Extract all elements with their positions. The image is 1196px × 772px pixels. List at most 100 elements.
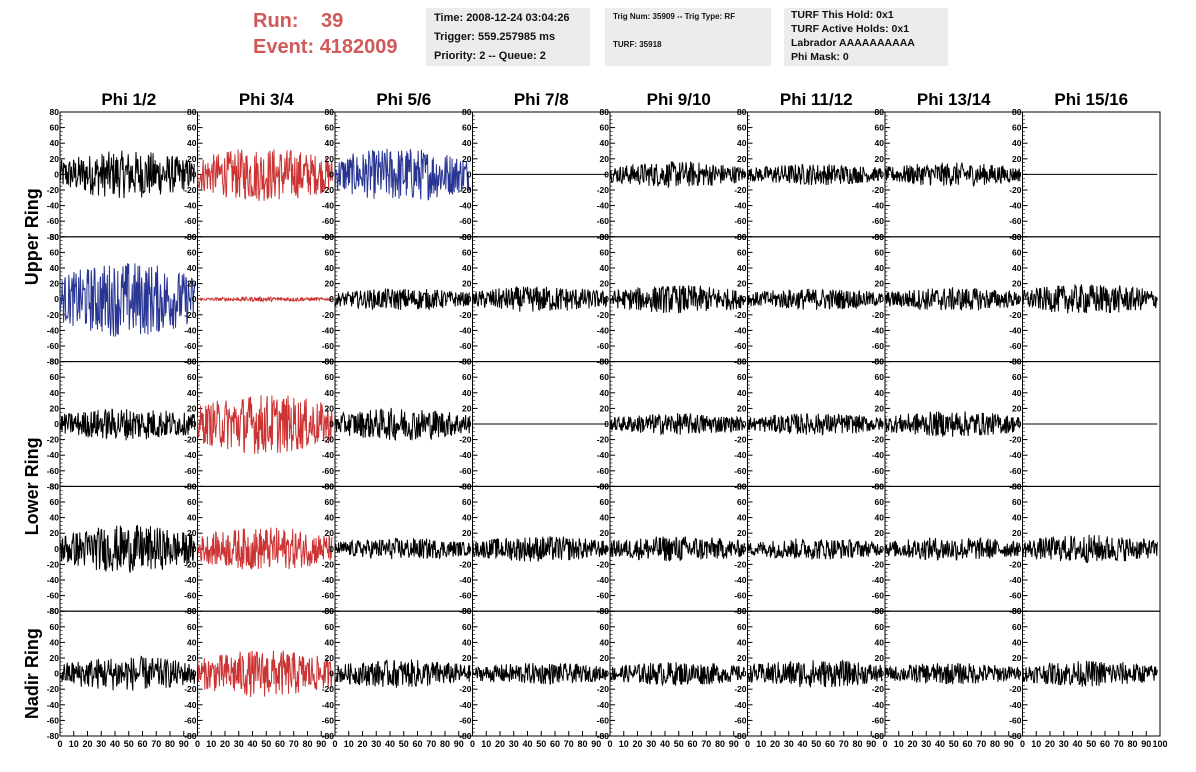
x-tick-label: 40: [110, 739, 120, 749]
y-tick-label: 0: [879, 169, 884, 179]
y-tick-label: -20: [47, 185, 60, 195]
y-tick-label: -60: [322, 591, 335, 601]
run-event-header: Run: 39 Event: 4182009: [253, 8, 398, 60]
y-tick-label: -60: [597, 466, 610, 476]
y-tick-label: 40: [737, 138, 747, 148]
y-tick-label: 20: [875, 528, 885, 538]
waveform-trace: [884, 287, 1021, 311]
x-tick-label: 90: [729, 739, 739, 749]
waveform-trace: [334, 659, 471, 688]
y-tick-label: 40: [600, 388, 610, 398]
y-tick-label: 20: [325, 528, 335, 538]
x-tick-label: 50: [674, 739, 684, 749]
y-tick-label: -20: [184, 310, 197, 320]
y-tick-label: 80: [325, 232, 335, 242]
y-tick-label: -40: [459, 325, 472, 335]
y-tick-label: 40: [462, 388, 472, 398]
y-tick-label: -20: [597, 435, 610, 445]
y-tick-label: -40: [322, 700, 335, 710]
y-tick-label: 40: [875, 388, 885, 398]
turf-active-text: TURF Active Holds: 0x1: [791, 23, 910, 35]
x-tick-label: 80: [852, 739, 862, 749]
y-tick-label: 20: [325, 279, 335, 289]
y-tick-label: 20: [187, 279, 197, 289]
turf-hold-text: TURF This Hold: 0x1: [791, 9, 894, 21]
x-tick-label: 0: [332, 739, 337, 749]
y-tick-label: -60: [597, 715, 610, 725]
y-tick-label: 40: [875, 513, 885, 523]
y-tick-label: 80: [462, 107, 472, 117]
y-tick-label: 20: [737, 653, 747, 663]
y-tick-label: -60: [872, 466, 885, 476]
x-tick-label: 90: [454, 739, 464, 749]
y-tick-label: 60: [875, 123, 885, 133]
y-tick-label: 60: [462, 247, 472, 257]
y-tick-label: 80: [187, 107, 197, 117]
y-tick-label: 0: [329, 544, 334, 554]
x-tick-label: 50: [124, 739, 134, 749]
waveform-trace: [197, 149, 333, 201]
y-tick-label: 20: [600, 528, 610, 538]
y-tick-label: 80: [462, 481, 472, 491]
y-tick-label: 0: [742, 544, 747, 554]
y-tick-label: 0: [879, 294, 884, 304]
y-tick-label: -40: [734, 201, 747, 211]
x-tick-label: 20: [907, 739, 917, 749]
y-tick-label: -20: [734, 559, 747, 569]
y-tick-label: 60: [737, 497, 747, 507]
y-tick-label: 40: [325, 138, 335, 148]
waveform-trace: [609, 413, 746, 436]
x-tick-label: 40: [1072, 739, 1082, 749]
y-tick-label: -20: [734, 684, 747, 694]
x-tick-label: 50: [949, 739, 959, 749]
y-tick-label: 80: [1012, 606, 1022, 616]
y-tick-label: 20: [462, 653, 472, 663]
y-tick-label: 40: [600, 263, 610, 273]
y-tick-label: -20: [597, 310, 610, 320]
waveform-trace: [197, 395, 333, 454]
waveform-trace: [197, 295, 333, 303]
y-tick-label: -40: [734, 575, 747, 585]
y-tick-label: 0: [54, 544, 59, 554]
y-tick-label: -60: [47, 216, 60, 226]
ring-label: Lower Ring: [22, 437, 42, 535]
y-tick-label: 60: [600, 497, 610, 507]
x-tick-label: 30: [784, 739, 794, 749]
y-tick-label: 20: [1012, 403, 1022, 413]
y-tick-label: -40: [734, 325, 747, 335]
y-tick-label: 20: [600, 653, 610, 663]
y-tick-label: 80: [325, 107, 335, 117]
y-tick-label: 80: [50, 357, 60, 367]
y-tick-label: 40: [325, 263, 335, 273]
y-tick-label: 0: [192, 419, 197, 429]
event-label: Event:: [253, 36, 315, 58]
y-tick-label: 60: [187, 247, 197, 257]
x-tick-label: 50: [811, 739, 821, 749]
waveform-trace: [59, 525, 196, 573]
y-tick-label: 80: [50, 481, 60, 491]
y-tick-label: 20: [50, 653, 60, 663]
y-tick-label: -20: [1009, 435, 1022, 445]
y-tick-label: -20: [322, 684, 335, 694]
y-tick-label: 0: [192, 294, 197, 304]
y-tick-label: 0: [1017, 544, 1022, 554]
y-tick-label: 40: [600, 513, 610, 523]
y-tick-label: -40: [459, 201, 472, 211]
x-tick-label: 20: [220, 739, 230, 749]
column-header: Phi 15/16: [1054, 90, 1128, 109]
x-tick-label: 10: [894, 739, 904, 749]
y-tick-label: 60: [875, 622, 885, 632]
y-tick-label: 80: [187, 481, 197, 491]
y-tick-label: 20: [187, 528, 197, 538]
x-tick-label: 60: [825, 739, 835, 749]
y-tick-label: 80: [50, 107, 60, 117]
y-tick-label: 80: [1012, 107, 1022, 117]
y-tick-label: -40: [47, 201, 60, 211]
y-tick-label: 60: [50, 372, 60, 382]
x-tick-label: 40: [522, 739, 532, 749]
y-tick-label: -60: [184, 466, 197, 476]
y-tick-label: 60: [325, 497, 335, 507]
waveform-trace: [197, 527, 333, 570]
y-tick-label: 0: [1017, 169, 1022, 179]
y-tick-label: -60: [734, 715, 747, 725]
